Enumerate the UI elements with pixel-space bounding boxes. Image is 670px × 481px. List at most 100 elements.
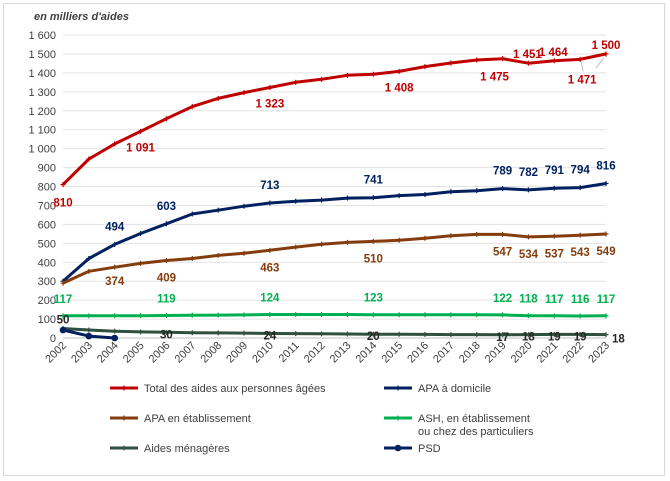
series-line [62, 327, 607, 337]
data-point [422, 64, 428, 70]
data-label: 794 [571, 165, 591, 177]
legend-marker [395, 385, 401, 391]
data-point [500, 231, 506, 237]
y-axis: 0 100 200 300 400 500 600 700 800 900 1 000 1 100 1 … [28, 30, 56, 345]
data-point [344, 195, 350, 201]
data-point [138, 230, 144, 236]
data-label: 1 500 [592, 40, 621, 52]
data-point [267, 312, 273, 318]
data-label: 463 [260, 262, 279, 274]
data-point [551, 331, 557, 337]
y-tick-label: 1 400 [28, 68, 56, 80]
data-point [577, 232, 583, 238]
data-point [59, 326, 67, 334]
data-point [577, 313, 583, 319]
y-tick-label: 200 [38, 295, 56, 307]
data-label: 1 323 [255, 98, 284, 110]
x-tick-label: 2014 [354, 340, 380, 366]
data-point [344, 312, 350, 318]
data-label: 741 [364, 175, 384, 187]
x-tick-label: 2017 [431, 340, 457, 366]
data-point [293, 244, 299, 250]
data-label: 116 [571, 294, 590, 306]
data-label: 124 [260, 293, 280, 305]
series-line [62, 232, 607, 285]
data-label: 549 [596, 246, 615, 258]
data-point [293, 198, 299, 204]
data-point [525, 313, 531, 319]
data-point [422, 191, 428, 197]
data-point [241, 203, 247, 209]
data-point [241, 312, 247, 318]
data-point [319, 197, 325, 203]
data-point [267, 330, 273, 336]
data-label: 1 408 [385, 82, 414, 94]
data-label: 547 [493, 246, 512, 258]
data-point [112, 328, 118, 334]
y-tick-label: 1 100 [28, 125, 56, 137]
leader-line [580, 61, 584, 72]
data-label: 409 [157, 273, 176, 285]
data-point [344, 72, 350, 78]
legend-marker [121, 445, 127, 451]
data-point [60, 182, 66, 188]
data-point [603, 313, 609, 319]
data-point [448, 312, 454, 318]
data-label: 543 [571, 247, 590, 259]
data-point [525, 60, 531, 66]
data-point [241, 330, 247, 336]
data-point [241, 90, 247, 96]
data-label: 24 [263, 330, 276, 342]
data-point [500, 186, 506, 192]
legend-label: ou chez des particuliers [418, 426, 534, 438]
data-point [319, 331, 325, 337]
x-tick-label: 2005 [121, 340, 147, 366]
data-point [112, 241, 118, 247]
x-tick-label: 2015 [379, 340, 405, 366]
data-point [422, 235, 428, 241]
y-tick-label: 400 [38, 257, 56, 269]
data-point [267, 200, 273, 206]
data-point [215, 252, 221, 258]
data-label: 30 [160, 329, 173, 341]
data-label: 494 [105, 221, 125, 233]
y-tick-label: 1 500 [28, 49, 56, 61]
data-point [577, 185, 583, 191]
data-point [370, 312, 376, 318]
x-tick-label: 2011 [277, 340, 302, 365]
data-point [474, 188, 480, 194]
data-point [370, 195, 376, 201]
y-tick-label: 500 [38, 238, 56, 250]
legend-label: ASH, en établissement [418, 413, 530, 425]
data-label: 18 [612, 334, 625, 346]
data-point [60, 280, 66, 286]
series-line [62, 182, 607, 283]
data-point [215, 330, 221, 336]
data-label: 18 [522, 332, 535, 344]
data-label: 603 [157, 201, 176, 213]
data-point [138, 313, 144, 319]
data-point [525, 187, 531, 193]
data-point [189, 255, 195, 261]
data-point [448, 60, 454, 66]
data-point [86, 327, 92, 333]
data-point [474, 231, 480, 237]
data-point [86, 156, 92, 162]
y-tick-label: 1 200 [28, 106, 56, 118]
x-tick-label: 2023 [586, 340, 612, 366]
data-point [603, 231, 609, 237]
data-point [112, 313, 118, 319]
data-label: 816 [596, 160, 615, 172]
data-label: 19 [574, 331, 587, 343]
y-tick-label: 0 [50, 333, 56, 345]
data-point [577, 56, 583, 62]
data-point [189, 312, 195, 318]
data-point [163, 116, 169, 122]
data-point [396, 193, 402, 199]
legend-marker [394, 444, 402, 452]
data-point [293, 79, 299, 85]
data-label: 713 [260, 180, 279, 192]
data-point [525, 234, 531, 240]
data-point [86, 313, 92, 319]
data-point [112, 141, 118, 147]
